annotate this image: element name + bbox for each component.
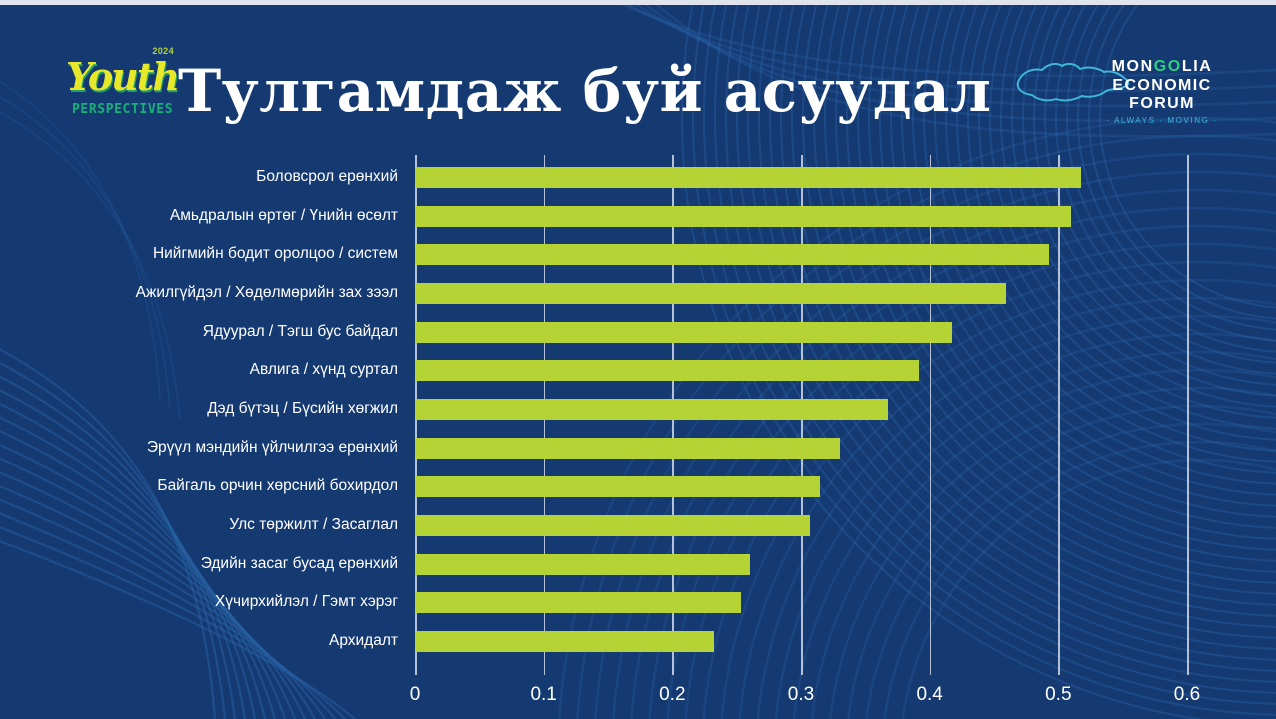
bar bbox=[415, 360, 920, 382]
youth-logo-wordmark: Youth bbox=[66, 54, 180, 99]
category-label: Боловсрол ерөнхий bbox=[256, 168, 398, 185]
x-axis-tick-label: 0.1 bbox=[530, 684, 557, 705]
bar bbox=[415, 321, 952, 343]
category-label: Эдийн засаг бусад ерөнхий bbox=[200, 554, 398, 572]
mef-lia-text: LIA bbox=[1181, 58, 1213, 75]
category-label: Ядуурал / Тэгш бус байдал bbox=[202, 322, 398, 340]
bar bbox=[415, 167, 1082, 188]
x-axis-tick-label: 0.6 bbox=[1173, 684, 1201, 705]
category-label: Ажилгүйдэл / Хөдөлмөрийн зах зээл bbox=[135, 283, 398, 301]
mef-line-2: ECONOMIC FORUM bbox=[1112, 77, 1212, 112]
x-axis-tick-label: 0.2 bbox=[659, 684, 686, 705]
x-axis-tick-label: 0.3 bbox=[787, 684, 815, 705]
category-label: Улс төржилт / Засаглал bbox=[229, 515, 398, 533]
bar bbox=[415, 398, 889, 420]
bar bbox=[415, 553, 750, 575]
bar bbox=[415, 592, 741, 614]
plot-area bbox=[415, 155, 1189, 675]
bar bbox=[415, 437, 840, 459]
bar bbox=[415, 514, 810, 536]
youth-perspectives-logo: 2024 Youth PERSPECTIVES bbox=[66, 44, 180, 124]
bar bbox=[415, 205, 1072, 227]
mef-go-text: GO bbox=[1153, 58, 1182, 75]
x-axis-tick-label: 0.4 bbox=[916, 684, 943, 705]
bar bbox=[415, 244, 1050, 266]
x-axis-tick-label: 0 bbox=[409, 684, 421, 705]
top-accent-strip bbox=[0, 0, 1276, 5]
category-label: Эрүүл мэндийн үйлчилгээ ерөнхий bbox=[146, 438, 398, 456]
x-axis-tick-label: 0.5 bbox=[1045, 684, 1072, 705]
mongolia-map-icon bbox=[1016, 62, 1130, 102]
gridline bbox=[1058, 155, 1060, 675]
youth-logo-subtitle: PERSPECTIVES bbox=[72, 102, 174, 117]
category-label: Байгаль орчин хөрсний бохирдол bbox=[157, 477, 398, 495]
youth-logo-year: 2024 bbox=[152, 46, 174, 56]
category-label: Архидалт bbox=[328, 631, 398, 649]
slide-header: 2024 Youth PERSPECTIVES Тулгамдаж буй ас… bbox=[0, 0, 1276, 155]
gridline bbox=[1187, 155, 1189, 675]
category-label: Амьдралын өртөг / Үнийн өсөлт bbox=[169, 206, 398, 224]
mef-line-1: MONGOLIA bbox=[1082, 58, 1242, 76]
mongolia-economic-forum-logo: MONGOLIA ECONOMIC FORUM · ALWAYS · MOVIN… bbox=[1012, 46, 1248, 125]
mef-mon-text: MON bbox=[1111, 58, 1154, 75]
bar bbox=[415, 630, 714, 652]
bar bbox=[415, 282, 1006, 304]
gridline bbox=[929, 155, 932, 675]
category-label: Нийгмийн бодит оролцоо / систем bbox=[152, 245, 398, 263]
category-label: Авлига / хүнд суртал bbox=[249, 361, 398, 379]
mef-tagline: · ALWAYS · MOVING · bbox=[1106, 116, 1218, 125]
category-label: Дэд бүтэц / Бүсийн хөгжил bbox=[207, 399, 398, 417]
category-axis-labels: Боловсрол ерөнхий Амьдралын өртөг / Үнийн… bbox=[0, 0, 398, 719]
category-label: Хүчирхийлэл / Гэмт хэрэг bbox=[214, 593, 398, 611]
bar bbox=[415, 476, 821, 498]
page-title: Тулгамдаж буй асуудал bbox=[178, 57, 992, 125]
